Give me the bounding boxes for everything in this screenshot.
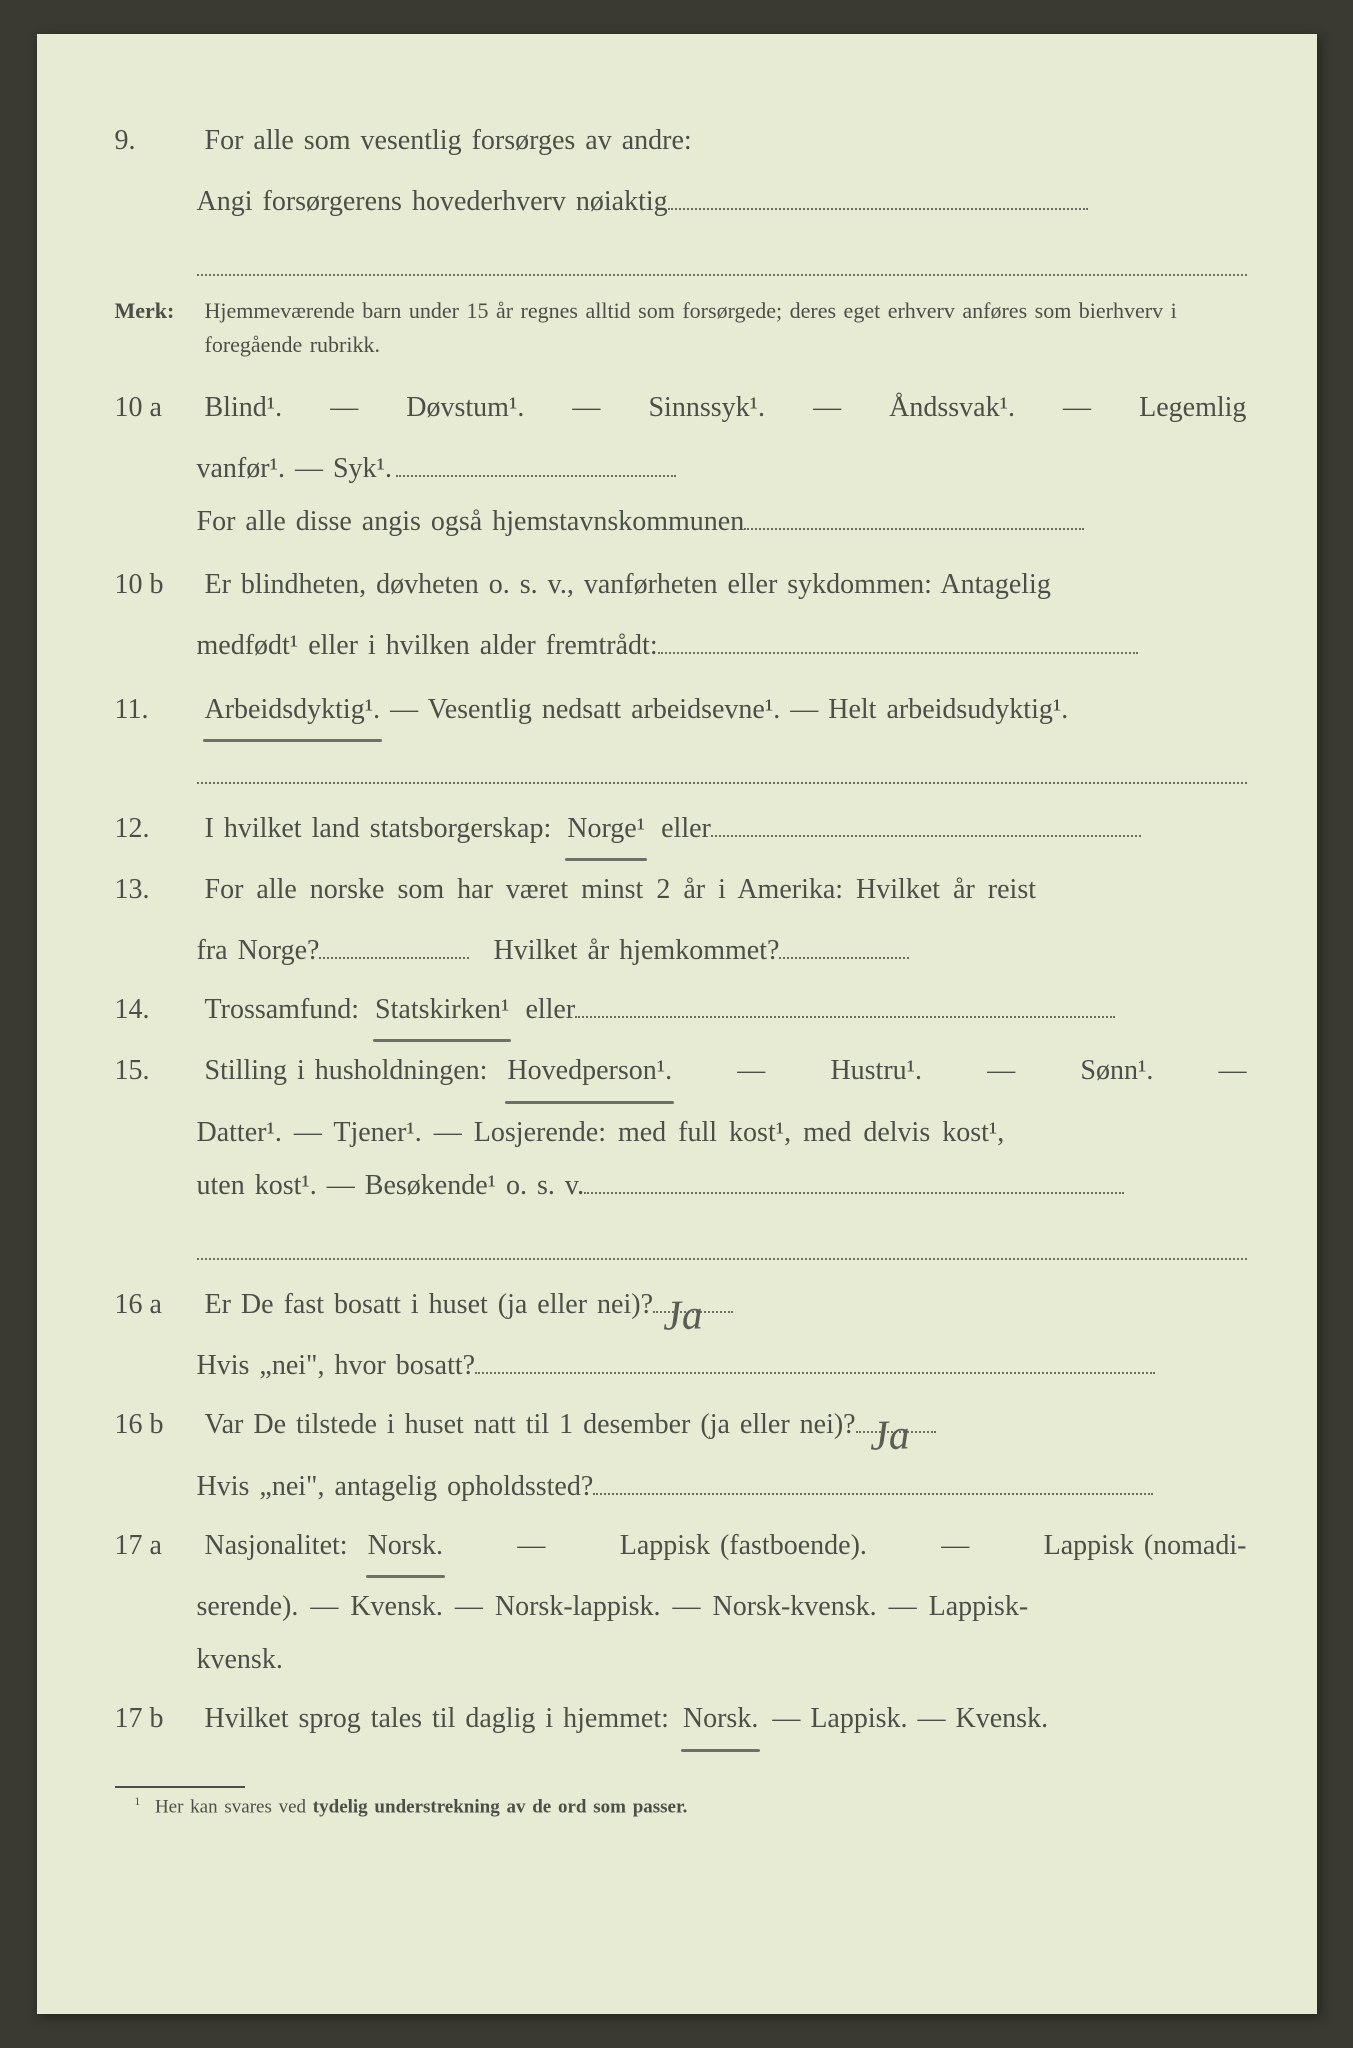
q17b-opt-norsk: Norsk. <box>683 1692 758 1745</box>
question-10a: 10 a Blind¹. — Døvstum¹. — Sinnssyk¹. — … <box>107 381 1247 434</box>
q16b-sub: Hvis „nei", antagelig opholdssted? <box>107 1460 1247 1513</box>
q13-number: 13. <box>107 874 205 906</box>
q17a-line1: Nasjonalitet: Norsk. — Lappisk (fastboen… <box>205 1519 1247 1572</box>
q15-line3: uten kost¹. — Besøkende¹ o. s. v. <box>107 1159 1247 1212</box>
q9-blank-line <box>197 246 1247 276</box>
merk-note: Merk: Hjemmeværende barn under 15 år reg… <box>107 294 1247 362</box>
q17a-line2: serende). — Kvensk. — Norsk-lappisk. — N… <box>107 1580 1247 1633</box>
q12-content: I hvilket land statsborgerskap: Norge¹ e… <box>205 802 1247 855</box>
question-17b: 17 b Hvilket sprog tales til daglig i hj… <box>107 1692 1247 1745</box>
q17a-opt-norsk: Norsk. <box>368 1519 443 1572</box>
q9-line1: For alle som vesentlig forsørges av andr… <box>205 114 1247 167</box>
question-17a: 17 a Nasjonalitet: Norsk. — Lappisk (fas… <box>107 1519 1247 1572</box>
q17a-number: 17 a <box>107 1530 205 1562</box>
footnote-rule <box>115 1786 245 1788</box>
merk-text: Hjemmeværende barn under 15 år regnes al… <box>205 294 1247 362</box>
q11-content: Arbeidsdyktig¹. — Vesentlig nedsatt arbe… <box>205 683 1247 736</box>
question-9: 9. For alle som vesentlig forsørges av a… <box>107 114 1247 167</box>
question-15: 15. Stilling i husholdningen: Hovedperso… <box>107 1044 1247 1097</box>
q12-number: 12. <box>107 813 205 845</box>
question-16b: 16 b Var De tilstede i huset natt til 1 … <box>107 1398 1247 1451</box>
q15-opt-hovedperson: Hovedperson¹. <box>507 1044 672 1097</box>
q16a-number: 16 a <box>107 1289 205 1321</box>
q17b-content: Hvilket sprog tales til daglig i hjemmet… <box>205 1692 1247 1745</box>
question-10b: 10 b Er blindheten, døvheten o. s. v., v… <box>107 558 1247 611</box>
q14-number: 14. <box>107 994 205 1026</box>
q10a-line2: vanfør¹. — Syk¹. <box>107 442 1247 495</box>
census-form-page: 9. For alle som vesentlig forsørges av a… <box>37 34 1317 2014</box>
q10a-line3: For alle disse angis også hjemstavnskomm… <box>107 495 1247 548</box>
q15-line2: Datter¹. — Tjener¹. — Losjerende: med fu… <box>107 1106 1247 1159</box>
q10a-options: Blind¹. — Døvstum¹. — Sinnssyk¹. — Åndss… <box>205 381 1247 434</box>
q13-line1: For alle norske som har været minst 2 år… <box>205 863 1247 916</box>
q9-line2: Angi forsørgerens hovederhverv nøiaktig <box>107 175 1247 228</box>
q17b-number: 17 b <box>107 1703 205 1735</box>
q10b-line1: Er blindheten, døvheten o. s. v., vanfør… <box>205 558 1247 611</box>
q10b-number: 10 b <box>107 569 205 601</box>
merk-label: Merk: <box>107 294 205 362</box>
q16b-content: Var De tilstede i huset natt til 1 desem… <box>205 1398 1247 1451</box>
q15-line1: Stilling i husholdningen: Hovedperson¹. … <box>205 1044 1247 1097</box>
question-14: 14. Trossamfund: Statskirken¹ eller <box>107 983 1247 1036</box>
q16b-number: 16 b <box>107 1409 205 1441</box>
q14-content: Trossamfund: Statskirken¹ eller <box>205 983 1247 1036</box>
question-12: 12. I hvilket land statsborgerskap: Norg… <box>107 802 1247 855</box>
q16b-answer: Ja <box>868 1397 910 1478</box>
q12-opt-norge: Norge¹ <box>567 802 645 855</box>
q10a-number: 10 a <box>107 392 205 424</box>
q9-number: 9. <box>107 125 205 157</box>
q11-blank-line <box>197 754 1247 784</box>
q15-blank-line <box>197 1230 1247 1260</box>
q16a-answer: Ja <box>662 1276 704 1357</box>
q11-number: 11. <box>107 694 205 726</box>
q16a-content: Er De fast bosatt i huset (ja eller nei)… <box>205 1278 1247 1331</box>
q13-line2: fra Norge? Hvilket år hjemkommet? <box>107 924 1247 977</box>
q14-opt-statskirken: Statskirken¹ <box>375 983 509 1036</box>
q10b-line2: medfødt¹ eller i hvilken alder fremtrådt… <box>107 619 1247 672</box>
question-16a: 16 a Er De fast bosatt i huset (ja eller… <box>107 1278 1247 1331</box>
q11-opt-arbeidsdyktig: Arbeidsdyktig¹. <box>205 683 381 736</box>
q15-number: 15. <box>107 1055 205 1087</box>
question-11: 11. Arbeidsdyktig¹. — Vesentlig nedsatt … <box>107 683 1247 736</box>
q17a-line3: kvensk. <box>107 1633 1247 1686</box>
question-13: 13. For alle norske som har været minst … <box>107 863 1247 916</box>
footnote: 1 Her kan svares ved tydelig understrekn… <box>107 1796 1247 1818</box>
q9-line2-text: Angi forsørgerens hovederhverv nøiaktig <box>197 186 668 217</box>
